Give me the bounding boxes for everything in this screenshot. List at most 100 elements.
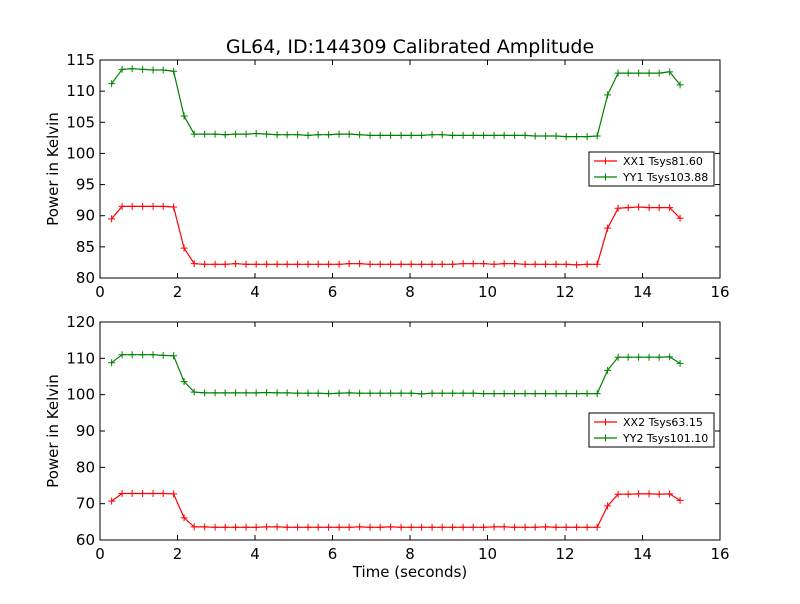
data-point <box>593 260 601 268</box>
data-point <box>459 260 467 268</box>
data-point <box>521 131 529 139</box>
data-point <box>190 388 198 396</box>
legend: XX2 Tsys63.15 YY2 Tsys101.10 <box>588 412 715 448</box>
x-tick-label: 14 <box>633 283 652 301</box>
series-xx1 <box>108 202 684 269</box>
legend-marker <box>602 173 609 181</box>
data-point <box>666 68 674 76</box>
data-point <box>314 131 322 139</box>
data-point <box>242 389 250 397</box>
data-point <box>469 389 477 397</box>
data-point <box>108 215 116 223</box>
x-tick-label: 10 <box>478 545 497 563</box>
plot-panel-2: 0 2 4 6 8 10 12 14 16 60 70 80 90 100 110 120 Power in K… <box>44 313 730 581</box>
data-point <box>624 353 632 361</box>
data-point <box>531 132 539 140</box>
data-point <box>655 353 663 361</box>
x-tick-label: 12 <box>555 545 574 563</box>
data-point <box>118 65 126 73</box>
data-point <box>366 260 374 268</box>
data-point <box>345 523 353 531</box>
data-point <box>232 260 240 268</box>
data-point <box>583 260 591 268</box>
data-point <box>531 523 539 531</box>
legend-marker <box>602 157 609 165</box>
data-point <box>635 69 643 77</box>
y-tick-label: 80 <box>76 458 95 476</box>
data-point <box>449 131 457 139</box>
data-point <box>294 523 302 531</box>
data-point <box>139 202 147 210</box>
data-point <box>645 204 653 212</box>
data-point <box>211 260 219 268</box>
data-point <box>542 132 550 140</box>
data-point <box>263 388 271 396</box>
data-point <box>562 260 570 268</box>
data-point <box>438 523 446 531</box>
data-point <box>149 66 157 74</box>
data-point <box>201 523 209 531</box>
data-point <box>614 204 622 212</box>
y-tick-label: 70 <box>76 495 95 513</box>
data-point <box>614 490 622 498</box>
data-point <box>294 389 302 397</box>
data-point <box>345 389 353 397</box>
data-point <box>263 523 271 531</box>
data-point <box>397 523 405 531</box>
data-point <box>552 390 560 398</box>
data-point <box>273 389 281 397</box>
legend-box <box>588 412 715 448</box>
data-point <box>469 131 477 139</box>
y-axis-label: Power in Kelvin <box>44 112 62 226</box>
data-point <box>655 490 663 498</box>
x-tick-label: 8 <box>405 283 415 301</box>
y-tick-label: 95 <box>76 176 95 194</box>
data-point <box>201 389 209 397</box>
data-point <box>418 523 426 531</box>
data-point <box>201 260 209 268</box>
data-point <box>314 260 322 268</box>
data-point <box>542 390 550 398</box>
data-point <box>500 131 508 139</box>
data-point <box>407 131 415 139</box>
data-point <box>139 65 147 73</box>
legend-label: YY2 Tsys101.10 <box>622 432 708 445</box>
data-point <box>397 131 405 139</box>
data-point <box>128 489 136 497</box>
data-point <box>428 131 436 139</box>
data-point <box>335 389 343 397</box>
data-point <box>211 130 219 138</box>
data-point <box>583 133 591 141</box>
data-point <box>531 260 539 268</box>
data-point <box>366 389 374 397</box>
data-point <box>149 489 157 497</box>
data-point <box>407 523 415 531</box>
data-point <box>376 523 384 531</box>
legend: XX1 Tsys81.60 YY1 Tsys103.88 <box>588 151 715 187</box>
data-point <box>645 490 653 498</box>
data-point <box>500 260 508 268</box>
data-point <box>356 260 364 268</box>
data-point <box>604 366 612 374</box>
data-point <box>294 131 302 139</box>
data-point <box>108 359 116 367</box>
data-point <box>655 204 663 212</box>
data-point <box>511 131 519 139</box>
data-point <box>180 244 188 252</box>
legend-marker <box>602 434 609 442</box>
data-point <box>480 523 488 531</box>
data-point <box>387 260 395 268</box>
data-point <box>573 133 581 141</box>
x-tick-label: 16 <box>710 545 729 563</box>
data-point <box>180 378 188 386</box>
data-point <box>211 523 219 531</box>
data-point <box>356 389 364 397</box>
chart-title: GL64, ID:144309 Calibrated Amplitude <box>226 36 594 58</box>
data-point <box>521 260 529 268</box>
data-point <box>614 69 622 77</box>
data-point <box>325 390 333 398</box>
x-tick-label: 16 <box>710 283 729 301</box>
data-point <box>376 260 384 268</box>
